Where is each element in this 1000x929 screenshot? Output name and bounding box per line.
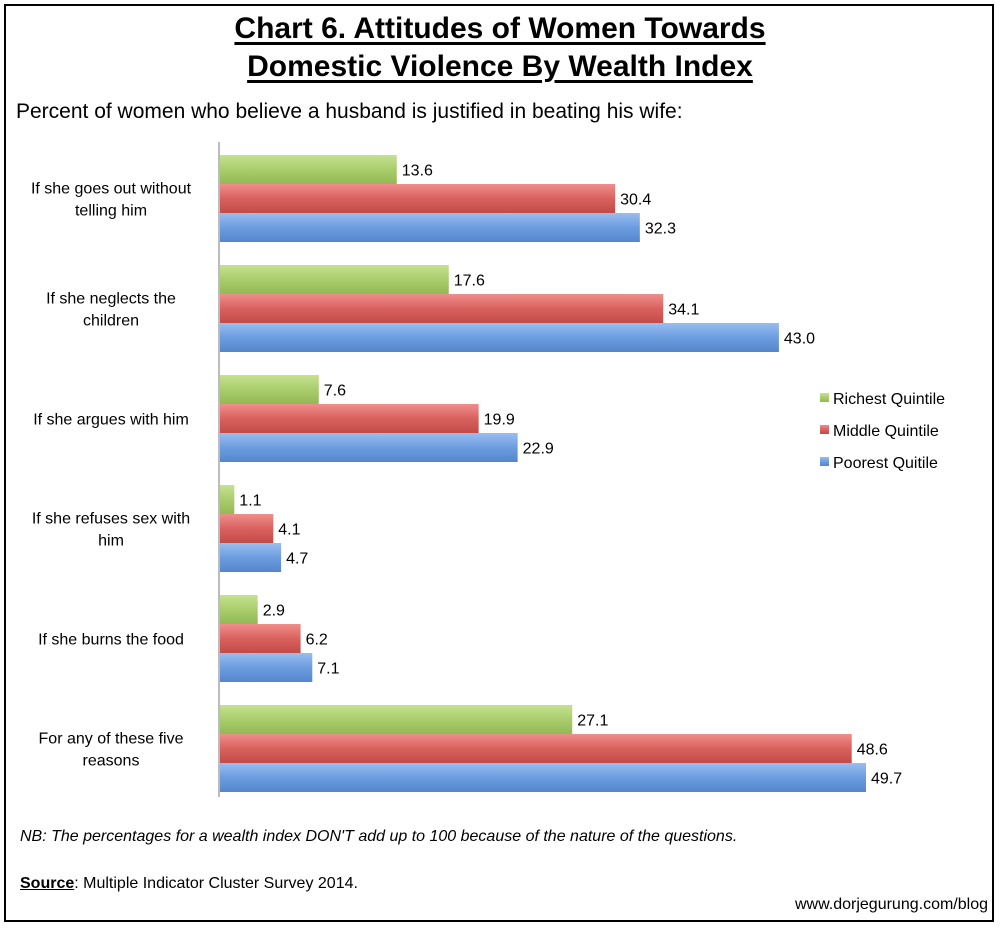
chart-subtitle: Percent of women who believe a husband i… — [16, 100, 683, 123]
category-label: If she goes out without telling him — [31, 181, 192, 220]
bar — [220, 763, 866, 792]
category-label: If she argues with him — [33, 412, 189, 429]
bar — [220, 375, 319, 404]
bar — [220, 323, 779, 352]
data-label: 13.6 — [402, 163, 433, 180]
bar — [220, 433, 518, 462]
data-label: 27.1 — [577, 713, 608, 730]
legend-swatch — [820, 393, 829, 402]
bar — [220, 653, 313, 682]
legend-label: Poorest Quitile — [833, 455, 938, 472]
data-label: 17.6 — [454, 273, 485, 290]
data-label: 30.4 — [620, 192, 651, 209]
data-label: 49.7 — [871, 771, 902, 788]
chart-title-line1: Chart 6. Attitudes of Women Towards — [234, 12, 766, 45]
data-label: 6.2 — [306, 632, 328, 649]
bar — [220, 543, 282, 572]
data-label: 32.3 — [645, 221, 676, 238]
bar — [220, 404, 479, 433]
data-label: 2.9 — [263, 603, 285, 620]
data-label: 1.1 — [239, 493, 261, 510]
category-label: If she neglects the children — [46, 291, 176, 330]
data-label: 7.6 — [324, 383, 346, 400]
data-label: 4.1 — [278, 522, 300, 539]
data-label: 19.9 — [484, 412, 515, 429]
data-label: 7.1 — [317, 661, 339, 678]
data-label: 34.1 — [668, 302, 699, 319]
bar — [220, 514, 274, 543]
bar — [220, 485, 235, 514]
chart-title-line2: Domestic Violence By Wealth Index — [247, 50, 753, 83]
bar — [220, 265, 449, 294]
source-label: Source — [20, 875, 75, 892]
source-text: : Multiple Indicator Cluster Survey 2014… — [74, 875, 358, 892]
data-label: 43.0 — [784, 331, 815, 348]
chart-note: NB: The percentages for a wealth index D… — [20, 828, 738, 845]
bar — [220, 734, 852, 763]
data-label: 48.6 — [857, 742, 888, 759]
data-label: 4.7 — [286, 551, 308, 568]
bar — [220, 184, 616, 213]
legend-label: Richest Quintile — [833, 391, 945, 408]
category-label: If she refuses sex with him — [32, 511, 190, 550]
bar — [220, 155, 397, 184]
chart-title: Chart 6. Attitudes of Women Towards Dome… — [0, 10, 1000, 86]
website-url: www.dorjegurung.com/blog — [795, 896, 988, 913]
bar — [220, 213, 640, 242]
legend-label: Middle Quintile — [833, 423, 939, 440]
bar — [220, 294, 664, 323]
category-label: If she burns the food — [38, 632, 184, 649]
category-label: For any of these five reasons — [39, 731, 184, 770]
data-label: 22.9 — [523, 441, 554, 458]
legend-swatch — [820, 457, 829, 466]
chart-source: Source: Multiple Indicator Cluster Surve… — [20, 875, 358, 893]
legend-swatch — [820, 425, 829, 434]
bar — [220, 624, 301, 653]
bar — [220, 705, 573, 734]
bar — [220, 595, 258, 624]
